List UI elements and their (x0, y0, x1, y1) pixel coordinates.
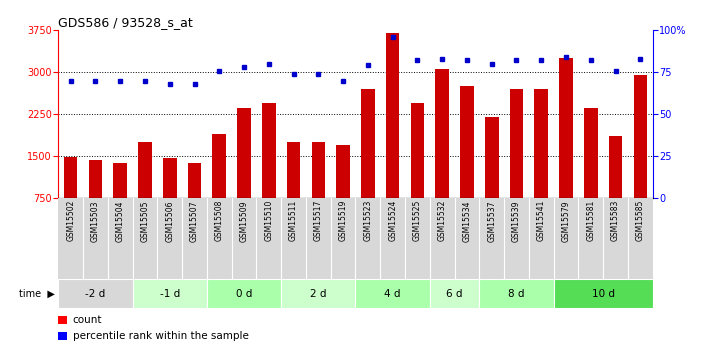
Text: 8 d: 8 d (508, 289, 525, 299)
Text: GSM15502: GSM15502 (66, 200, 75, 242)
Bar (435, 69, 449, 239)
Text: GSM15508: GSM15508 (215, 200, 224, 242)
Bar (510, 89, 523, 239)
Text: GSM15539: GSM15539 (512, 200, 521, 242)
Bar (584, 108, 597, 239)
Text: GSM15537: GSM15537 (487, 200, 496, 242)
Bar (132, 279, 207, 308)
Text: 6 d: 6 d (447, 289, 463, 299)
Bar (138, 142, 151, 239)
Text: GSM15507: GSM15507 (190, 200, 199, 242)
Bar (429, 279, 479, 308)
Bar (411, 103, 424, 239)
Bar (213, 134, 226, 239)
Bar (287, 142, 300, 239)
Text: GSM15505: GSM15505 (141, 200, 149, 242)
Text: GSM15532: GSM15532 (438, 200, 447, 242)
Bar (114, 162, 127, 239)
Bar (634, 75, 647, 239)
Bar (237, 108, 251, 239)
Bar (560, 58, 573, 239)
Bar (535, 89, 548, 239)
Text: GSM15510: GSM15510 (264, 200, 273, 242)
Text: GSM15503: GSM15503 (91, 200, 100, 242)
Bar (609, 136, 622, 239)
Text: GSM15523: GSM15523 (363, 200, 373, 242)
Bar (386, 33, 400, 239)
Bar (356, 279, 429, 308)
Bar (207, 279, 281, 308)
Text: 2 d: 2 d (310, 289, 326, 299)
Bar (485, 117, 498, 239)
Text: GSM15517: GSM15517 (314, 200, 323, 242)
Bar (163, 158, 176, 239)
Text: -1 d: -1 d (160, 289, 180, 299)
Text: 4 d: 4 d (385, 289, 401, 299)
Bar (361, 89, 375, 239)
Bar (311, 142, 325, 239)
Text: GSM15541: GSM15541 (537, 200, 546, 242)
Text: GSM15579: GSM15579 (562, 200, 570, 242)
Text: GSM15504: GSM15504 (116, 200, 124, 242)
Bar (58, 279, 132, 308)
Text: 10 d: 10 d (592, 289, 615, 299)
Text: GSM15583: GSM15583 (611, 200, 620, 242)
Text: percentile rank within the sample: percentile rank within the sample (73, 331, 248, 341)
Bar (89, 160, 102, 239)
Text: time  ▶: time ▶ (19, 289, 55, 299)
Text: GSM15509: GSM15509 (240, 200, 249, 242)
Text: GDS586 / 93528_s_at: GDS586 / 93528_s_at (58, 16, 193, 29)
Text: count: count (73, 315, 102, 325)
Bar (262, 103, 276, 239)
Text: GSM15525: GSM15525 (413, 200, 422, 242)
Text: GSM15581: GSM15581 (587, 200, 595, 242)
Bar (460, 86, 474, 239)
Text: GSM15524: GSM15524 (388, 200, 397, 242)
Text: GSM15585: GSM15585 (636, 200, 645, 242)
Text: GSM15534: GSM15534 (462, 200, 471, 242)
Text: 0 d: 0 d (236, 289, 252, 299)
Bar (336, 145, 350, 239)
Bar (188, 162, 201, 239)
Text: GSM15506: GSM15506 (165, 200, 174, 242)
Bar (479, 279, 554, 308)
Text: -2 d: -2 d (85, 289, 105, 299)
Text: GSM15511: GSM15511 (289, 200, 298, 242)
Bar (64, 157, 77, 239)
Text: GSM15519: GSM15519 (338, 200, 348, 242)
Bar (281, 279, 356, 308)
Bar (554, 279, 653, 308)
